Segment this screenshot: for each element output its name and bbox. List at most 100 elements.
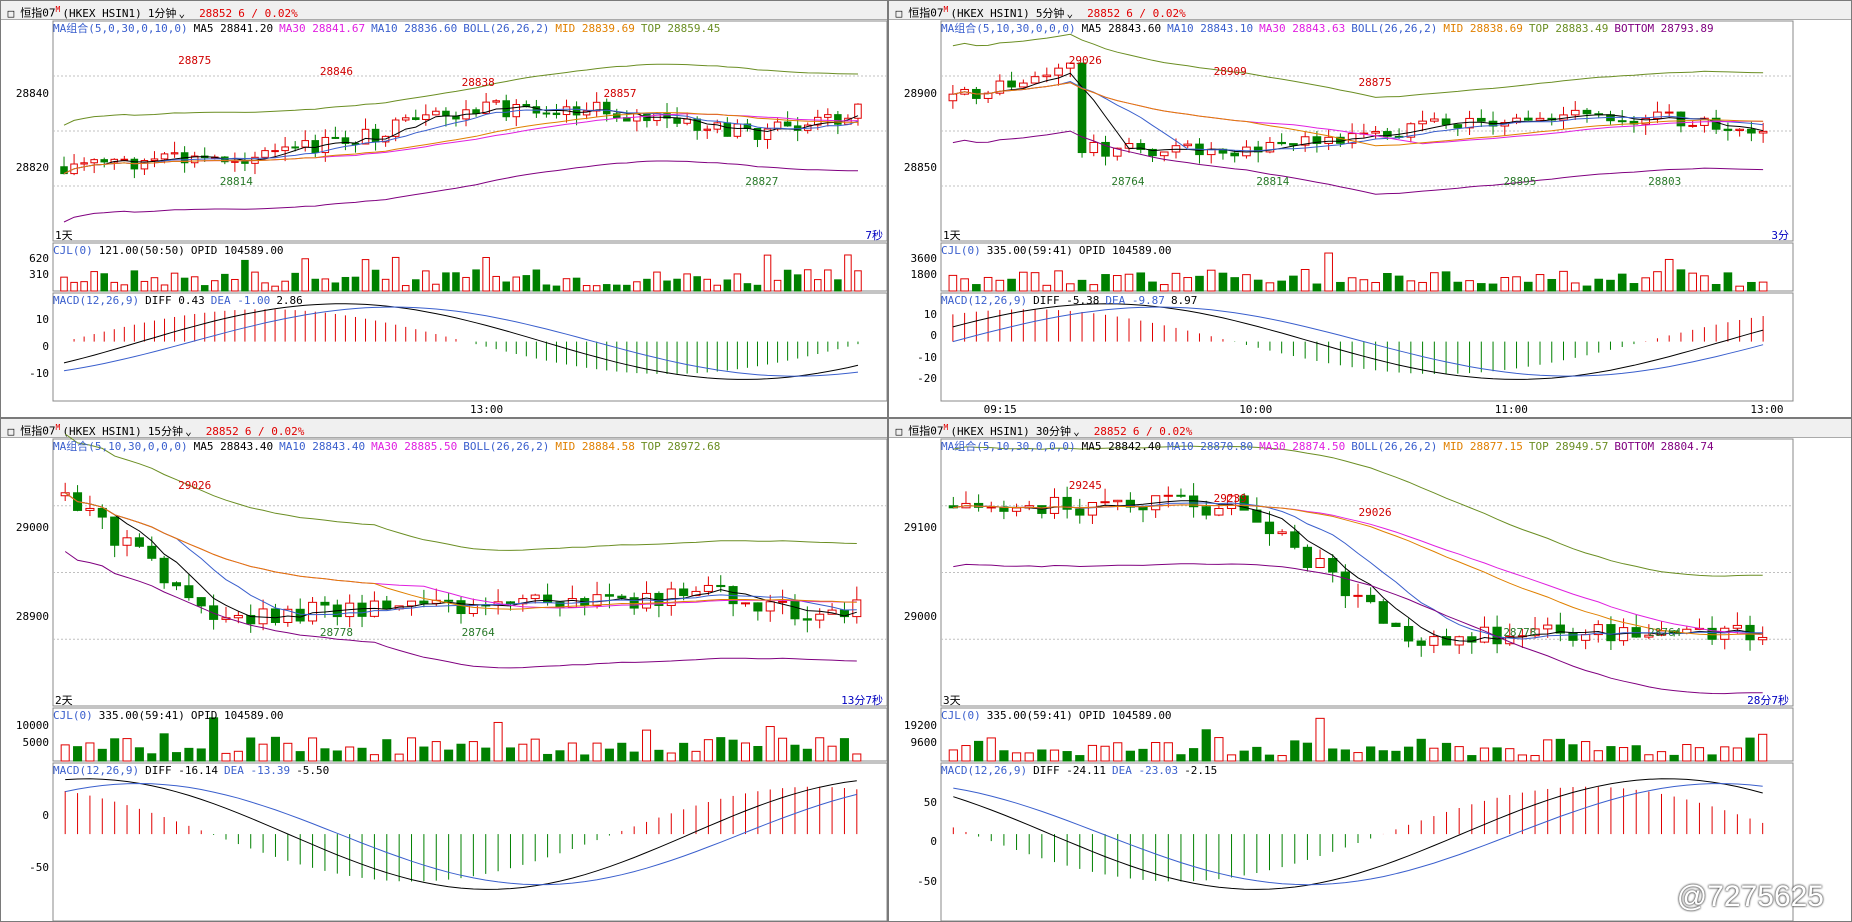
candle[interactable] (1758, 636, 1768, 641)
candle[interactable] (542, 112, 551, 115)
window-icon[interactable]: □ (895, 424, 903, 438)
candle[interactable] (854, 103, 862, 119)
candle[interactable] (763, 128, 772, 140)
candle[interactable] (331, 136, 340, 139)
candle[interactable] (1315, 558, 1325, 568)
candle[interactable] (790, 600, 800, 620)
candle[interactable] (1100, 501, 1110, 504)
window-icon[interactable]: □ (895, 6, 903, 20)
candle[interactable] (1252, 509, 1262, 523)
candle[interactable] (1125, 499, 1135, 508)
candle[interactable] (1113, 499, 1123, 503)
candle[interactable] (1030, 76, 1040, 84)
candle[interactable] (1136, 143, 1146, 150)
chevron-down-icon[interactable]: ⌄ (178, 6, 186, 20)
candle[interactable] (691, 590, 701, 597)
candle[interactable] (341, 137, 350, 144)
candle[interactable] (196, 597, 206, 607)
candle[interactable] (582, 110, 591, 116)
candle[interactable] (295, 608, 305, 622)
candle[interactable] (1201, 506, 1211, 516)
candle[interactable] (1277, 531, 1287, 535)
candle[interactable] (733, 123, 742, 137)
candle[interactable] (1312, 136, 1322, 144)
candle[interactable] (1641, 118, 1651, 125)
candle[interactable] (442, 110, 450, 117)
candle[interactable] (147, 545, 157, 559)
chart-canvas[interactable] (1, 419, 888, 922)
volume-legend-item[interactable]: CJL(0) (53, 244, 93, 257)
candle[interactable] (1617, 120, 1627, 123)
candle[interactable] (271, 150, 279, 153)
candle[interactable] (1416, 640, 1426, 646)
chart-panel-p4[interactable]: □ 恒指07M (HKEX HSIN1) 30分钟 ⌄ 28852 6 / 0.02% MA组… (888, 418, 1852, 922)
candle[interactable] (258, 608, 268, 625)
candle[interactable] (1265, 141, 1275, 153)
candle[interactable] (783, 121, 792, 127)
candle[interactable] (291, 146, 299, 149)
period-selector[interactable]: 1分钟 (147, 6, 177, 20)
chart-canvas[interactable] (889, 1, 1852, 418)
volume-legend-item[interactable]: CJL(0) (941, 709, 981, 722)
candle[interactable] (1735, 128, 1744, 131)
chart-panel-p3[interactable]: □ 恒指07M (HKEX HSIN1) 15分钟 ⌄ 28852 6 / 0.02% MA组… (0, 418, 888, 922)
candle[interactable] (1324, 136, 1333, 144)
candle[interactable] (995, 80, 1005, 94)
chart-canvas[interactable] (1, 1, 888, 418)
window-icon[interactable]: □ (7, 6, 15, 20)
candle[interactable] (60, 492, 70, 497)
candle[interactable] (361, 128, 370, 145)
candle[interactable] (1723, 128, 1733, 131)
candle[interactable] (1163, 494, 1173, 497)
macd-legend-item[interactable]: MACD(12,26,9) (941, 764, 1028, 777)
candle[interactable] (134, 537, 144, 547)
candle[interactable] (159, 557, 169, 584)
candle[interactable] (357, 602, 367, 617)
candle[interactable] (1606, 624, 1616, 642)
candle[interactable] (97, 507, 107, 518)
candle[interactable] (948, 93, 958, 102)
candle[interactable] (456, 600, 466, 615)
candle[interactable] (1011, 507, 1022, 512)
chart-panel-p2[interactable]: □ 恒指07M (HKEX HSIN1) 5分钟 ⌄ 28852 6 / 0.02% MA组合… (888, 0, 1852, 418)
candle[interactable] (1214, 507, 1224, 516)
candle[interactable] (90, 159, 98, 164)
candle[interactable] (1087, 501, 1098, 516)
candle[interactable] (432, 110, 440, 116)
candle[interactable] (1054, 67, 1063, 76)
macd-legend-item[interactable]: MACD(12,26,9) (53, 764, 140, 777)
candle[interactable] (1581, 634, 1591, 641)
candle[interactable] (1230, 152, 1240, 157)
candle[interactable] (1391, 622, 1401, 627)
candle[interactable] (602, 101, 611, 115)
candle[interactable] (852, 599, 862, 618)
candle[interactable] (209, 605, 219, 620)
candle[interactable] (160, 153, 169, 160)
volume-legend-item[interactable]: CJL(0) (941, 244, 981, 257)
chart-canvas[interactable] (889, 419, 1852, 922)
ma-legend-item[interactable]: MA组合(5,10,30,0,0,0) (53, 440, 188, 453)
candle[interactable] (122, 537, 132, 546)
candle[interactable] (301, 140, 309, 148)
candle[interactable] (986, 506, 996, 509)
candle[interactable] (170, 152, 179, 155)
candle[interactable] (1183, 143, 1193, 147)
ma-legend-item[interactable]: MA组合(5,10,30,0,0,0) (941, 22, 1076, 35)
candle[interactable] (974, 502, 984, 508)
candle[interactable] (723, 122, 732, 137)
candle[interactable] (110, 516, 120, 546)
candle[interactable] (679, 588, 689, 597)
candle[interactable] (1758, 130, 1768, 134)
candle[interactable] (663, 113, 671, 119)
period-selector[interactable]: 5分钟 (1035, 6, 1065, 20)
candle[interactable] (1328, 558, 1338, 573)
candle[interactable] (1644, 634, 1654, 638)
candle[interactable] (1253, 146, 1263, 153)
candle[interactable] (1075, 508, 1085, 516)
candle[interactable] (552, 112, 561, 116)
candle[interactable] (1065, 62, 1075, 69)
candle[interactable] (1467, 636, 1477, 643)
candle[interactable] (1530, 628, 1540, 637)
candle[interactable] (241, 160, 249, 164)
candle[interactable] (120, 158, 129, 161)
